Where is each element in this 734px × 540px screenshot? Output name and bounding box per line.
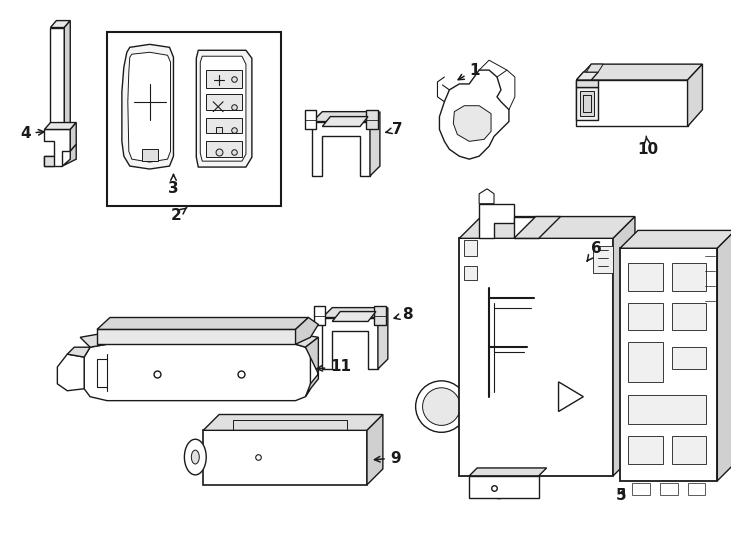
Polygon shape xyxy=(296,318,319,344)
Polygon shape xyxy=(203,430,367,485)
Polygon shape xyxy=(314,306,325,326)
Polygon shape xyxy=(65,21,70,131)
Polygon shape xyxy=(45,123,76,130)
Polygon shape xyxy=(142,149,158,161)
Polygon shape xyxy=(576,87,598,119)
Polygon shape xyxy=(576,80,688,126)
Bar xyxy=(107,32,280,206)
Polygon shape xyxy=(305,338,319,397)
Bar xyxy=(628,302,663,330)
Ellipse shape xyxy=(415,381,468,433)
Polygon shape xyxy=(632,483,650,495)
Polygon shape xyxy=(717,231,734,481)
Text: 3: 3 xyxy=(168,174,179,197)
Ellipse shape xyxy=(134,83,166,120)
Polygon shape xyxy=(196,50,252,167)
Polygon shape xyxy=(84,344,310,401)
Polygon shape xyxy=(620,231,734,248)
Polygon shape xyxy=(128,52,170,162)
Polygon shape xyxy=(469,476,539,498)
Polygon shape xyxy=(57,354,84,391)
Text: 11: 11 xyxy=(317,360,352,375)
Polygon shape xyxy=(576,80,598,87)
Ellipse shape xyxy=(488,477,510,498)
Bar xyxy=(628,436,663,464)
Polygon shape xyxy=(322,117,368,126)
Polygon shape xyxy=(366,110,378,130)
Text: 9: 9 xyxy=(374,450,401,465)
Polygon shape xyxy=(688,483,705,495)
Ellipse shape xyxy=(164,134,189,164)
Ellipse shape xyxy=(167,138,186,160)
Polygon shape xyxy=(593,246,613,273)
Polygon shape xyxy=(465,266,477,280)
Text: 5: 5 xyxy=(616,488,627,503)
Polygon shape xyxy=(374,306,386,326)
Polygon shape xyxy=(305,110,316,130)
Bar xyxy=(628,263,663,291)
Text: 1: 1 xyxy=(458,63,480,80)
Polygon shape xyxy=(459,217,635,238)
Polygon shape xyxy=(576,72,598,80)
Polygon shape xyxy=(313,122,370,176)
Polygon shape xyxy=(97,329,296,344)
Polygon shape xyxy=(469,468,547,476)
Polygon shape xyxy=(613,217,635,476)
Polygon shape xyxy=(576,64,702,80)
Bar xyxy=(672,347,706,369)
Polygon shape xyxy=(367,415,383,485)
Ellipse shape xyxy=(184,439,206,475)
Polygon shape xyxy=(586,64,603,72)
Bar xyxy=(672,436,706,464)
Polygon shape xyxy=(440,70,509,159)
Polygon shape xyxy=(454,106,491,141)
Polygon shape xyxy=(333,312,376,321)
Polygon shape xyxy=(51,21,70,28)
Polygon shape xyxy=(45,130,70,166)
Polygon shape xyxy=(206,141,242,157)
Polygon shape xyxy=(122,44,173,169)
Polygon shape xyxy=(465,240,477,256)
Polygon shape xyxy=(479,204,514,238)
Polygon shape xyxy=(206,118,242,133)
Polygon shape xyxy=(45,156,54,166)
Polygon shape xyxy=(51,28,65,131)
Polygon shape xyxy=(200,56,246,161)
Bar xyxy=(672,263,706,291)
Polygon shape xyxy=(514,217,561,238)
Ellipse shape xyxy=(423,388,460,426)
Polygon shape xyxy=(660,483,677,495)
Polygon shape xyxy=(206,70,242,88)
Polygon shape xyxy=(70,123,76,151)
Text: 6: 6 xyxy=(587,241,602,261)
Polygon shape xyxy=(322,308,378,318)
Bar xyxy=(628,395,706,424)
Polygon shape xyxy=(62,144,76,166)
Text: 4: 4 xyxy=(20,126,44,141)
Polygon shape xyxy=(514,217,539,238)
Polygon shape xyxy=(688,64,702,126)
Text: 2: 2 xyxy=(171,207,187,223)
Polygon shape xyxy=(378,308,388,369)
Polygon shape xyxy=(322,318,378,369)
Polygon shape xyxy=(206,94,242,110)
Polygon shape xyxy=(620,248,717,481)
Polygon shape xyxy=(80,334,319,347)
Text: 7: 7 xyxy=(386,122,402,137)
Polygon shape xyxy=(68,347,90,357)
Polygon shape xyxy=(581,91,595,116)
Bar xyxy=(628,342,663,382)
Polygon shape xyxy=(313,112,370,122)
Polygon shape xyxy=(97,318,308,329)
Bar xyxy=(672,302,706,330)
Polygon shape xyxy=(203,415,383,430)
Polygon shape xyxy=(459,238,613,476)
Polygon shape xyxy=(479,189,494,204)
Polygon shape xyxy=(559,382,584,411)
Ellipse shape xyxy=(192,450,199,464)
Text: 8: 8 xyxy=(394,307,413,322)
Text: 10: 10 xyxy=(637,136,658,157)
Polygon shape xyxy=(370,112,380,176)
